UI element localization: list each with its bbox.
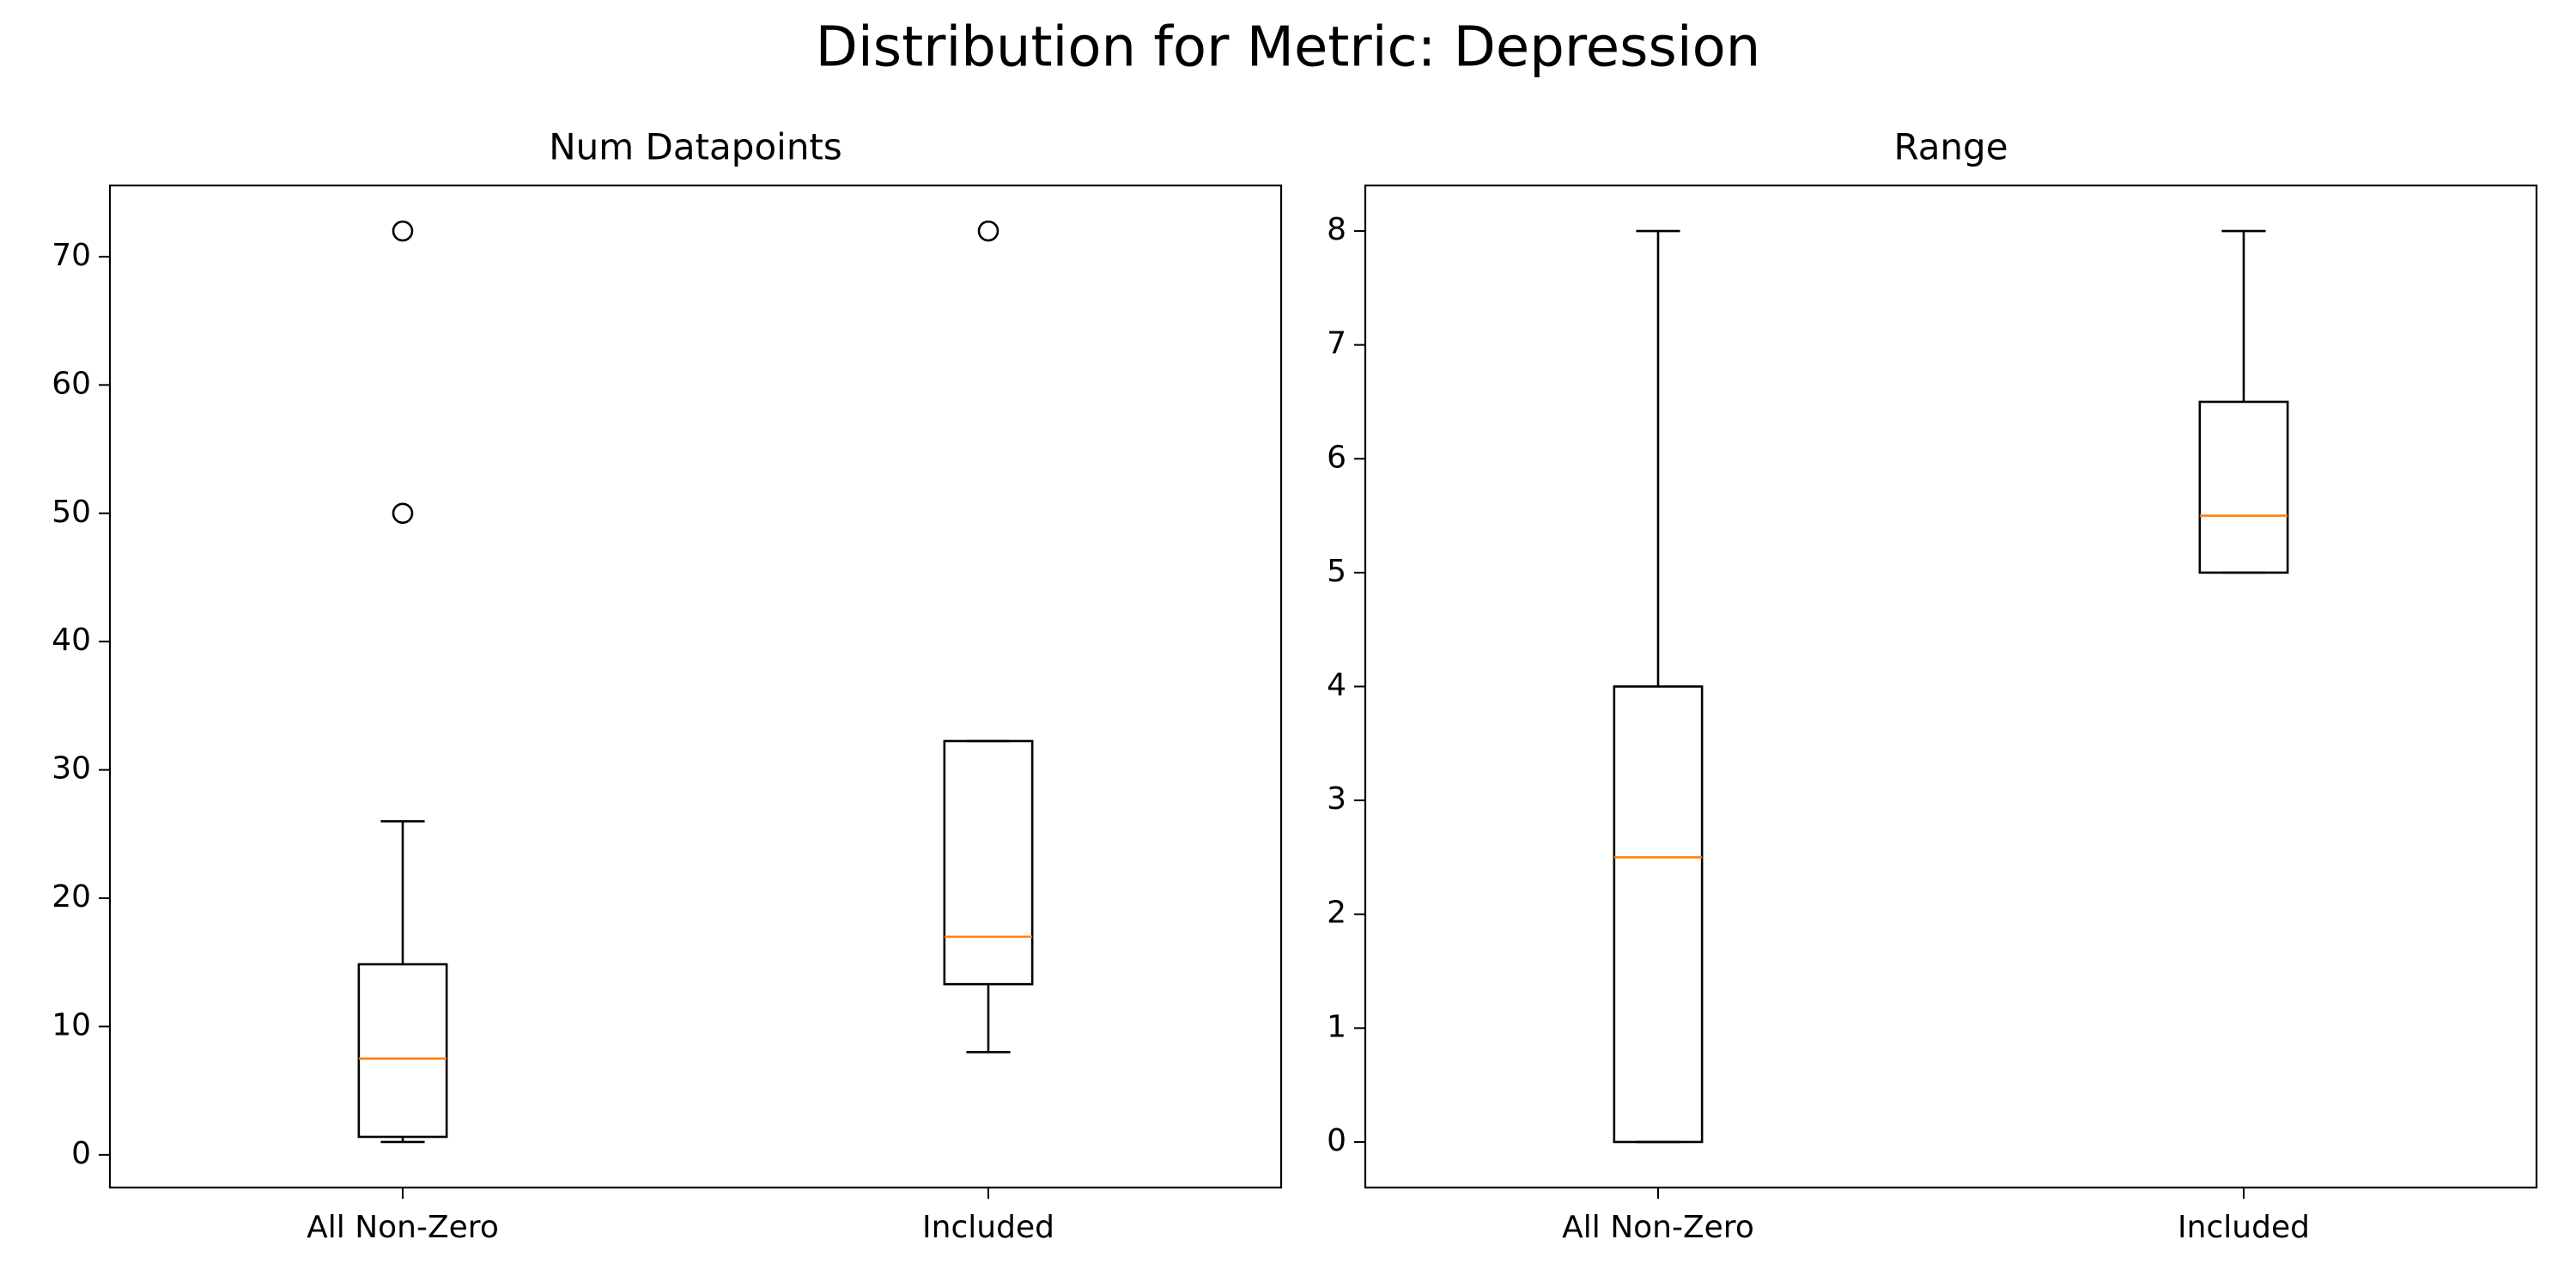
x-tick-label: Included xyxy=(922,1210,1054,1245)
y-tick-label: 20 xyxy=(52,879,91,914)
y-tick-label: 6 xyxy=(1327,440,1346,475)
y-tick-label: 7 xyxy=(1327,326,1346,361)
box xyxy=(943,739,1034,986)
y-tick-label: 70 xyxy=(52,238,91,273)
x-tick-label: Included xyxy=(2178,1210,2310,1245)
y-tick-label: 40 xyxy=(52,623,91,658)
y-tick-label: 5 xyxy=(1327,554,1346,589)
y-tick-label: 8 xyxy=(1327,212,1346,247)
box xyxy=(1613,685,1704,1144)
subplot-title: Range xyxy=(1893,126,2008,168)
y-tick-label: 4 xyxy=(1327,668,1346,703)
y-tick-label: 3 xyxy=(1327,781,1346,817)
y-tick-label: 1 xyxy=(1327,1009,1346,1044)
y-tick-label: 2 xyxy=(1327,896,1346,931)
subplot-title: Num Datapoints xyxy=(549,126,842,168)
y-tick-label: 30 xyxy=(52,751,91,787)
flier xyxy=(392,220,414,242)
y-tick-label: 60 xyxy=(52,366,91,401)
flier xyxy=(392,502,414,525)
y-tick-label: 10 xyxy=(52,1007,91,1042)
y-tick-label: 50 xyxy=(52,495,91,530)
y-tick-label: 0 xyxy=(1327,1123,1346,1158)
axes-frame xyxy=(1364,184,2538,1189)
y-tick-label: 0 xyxy=(71,1136,91,1171)
x-tick-label: All Non-Zero xyxy=(307,1210,499,1245)
x-tick-label: All Non-Zero xyxy=(1562,1210,1754,1245)
box xyxy=(357,963,448,1139)
figure-title: Distribution for Metric: Depression xyxy=(816,16,1761,80)
flier xyxy=(977,220,999,242)
axes-frame xyxy=(108,184,1283,1189)
box xyxy=(2198,400,2289,574)
